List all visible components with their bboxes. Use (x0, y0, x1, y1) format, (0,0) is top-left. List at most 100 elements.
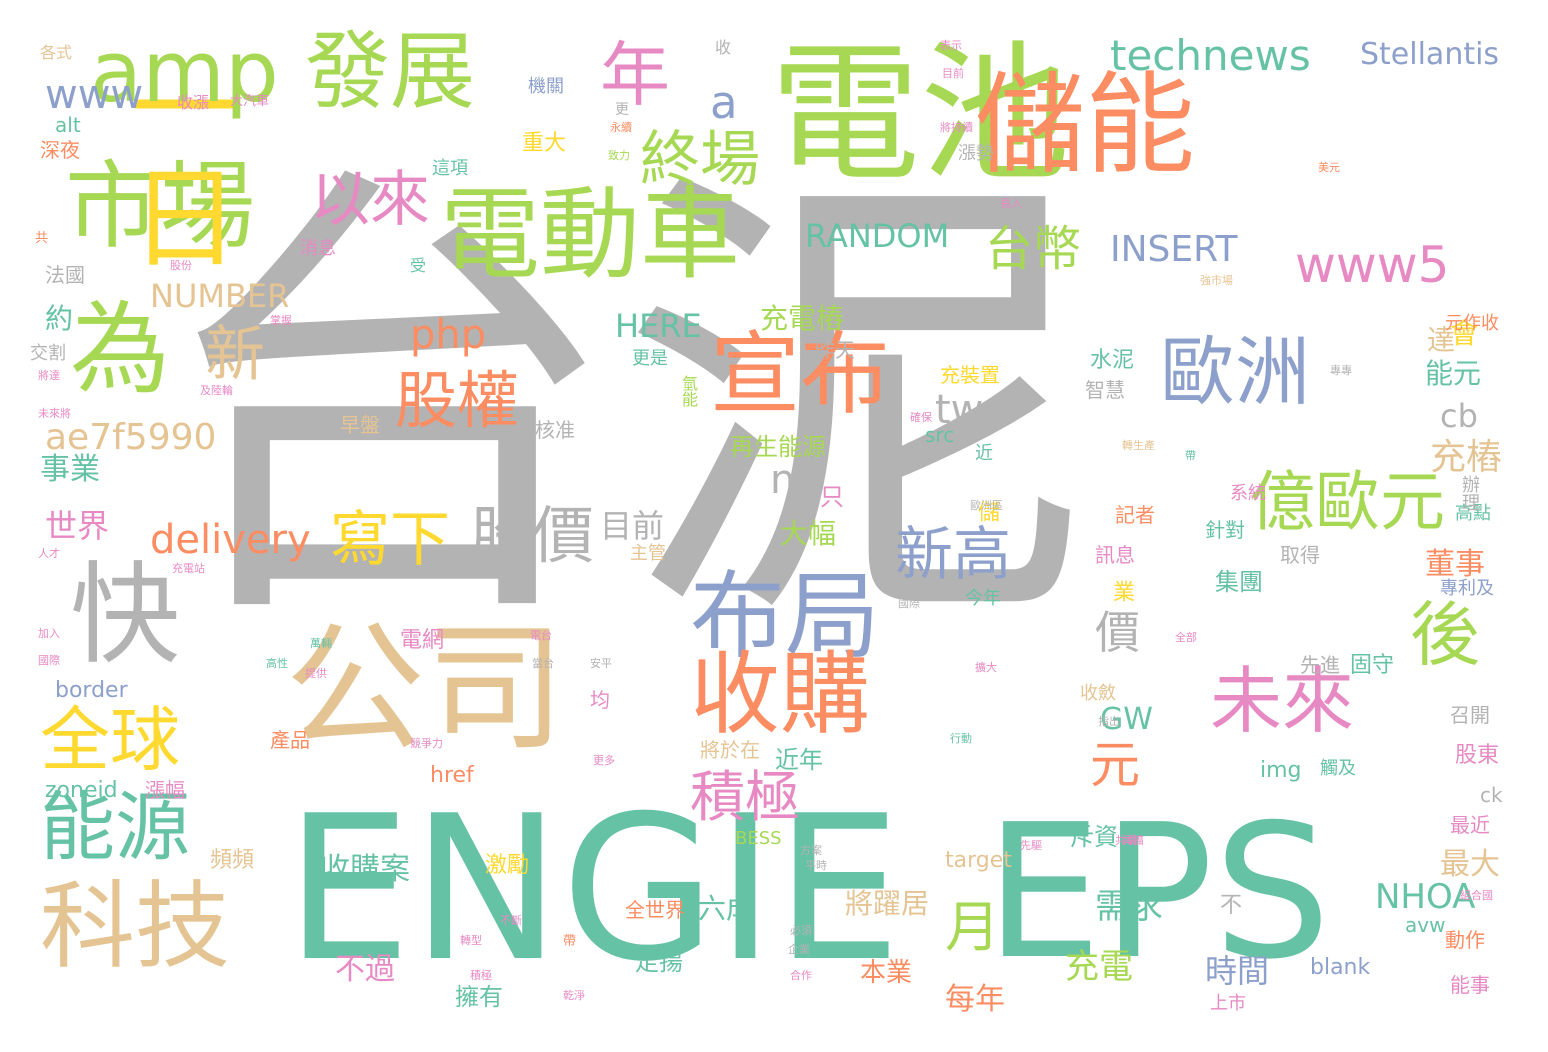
cloud-word: 全部 (1175, 631, 1197, 644)
cloud-word: 法國 (45, 263, 85, 287)
cloud-word: 最大 (1440, 847, 1500, 882)
cloud-word: 漲勢 (958, 143, 994, 164)
cloud-word: 轉型 (460, 934, 482, 947)
cloud-word: 公司 (285, 608, 566, 771)
cloud-word: ae7f5990 (45, 417, 217, 458)
cloud-word: 台泥 (150, 131, 1090, 678)
cloud-word: 能事 (1450, 973, 1490, 997)
cloud-word: alt (55, 113, 81, 137)
cloud-word: 將躍居 (845, 887, 930, 920)
cloud-word: 致力 (608, 149, 630, 162)
cloud-word: delivery (150, 517, 311, 563)
cloud-word: 重大 (522, 131, 567, 156)
cloud-word: 集團 (1215, 568, 1263, 596)
cloud-word: 激勵 (485, 853, 530, 878)
cloud-word: 充電樁 (760, 302, 845, 335)
cloud-word: 未來 (1210, 659, 1355, 743)
cloud-word: 月 (945, 895, 1001, 959)
cloud-word: avw (1405, 913, 1446, 937)
cloud-word: 未來將 (38, 407, 71, 420)
cloud-word: tw (935, 387, 984, 433)
cloud-word: 元 (1090, 736, 1140, 794)
cloud-word: 電動車 (440, 176, 740, 293)
cloud-word: 機關 (528, 76, 564, 97)
cloud-word: 針對 (1205, 518, 1245, 542)
cloud-word: 均 (590, 688, 610, 712)
cloud-word: 更多 (593, 754, 615, 767)
cloud-word: 上市 (1210, 993, 1246, 1014)
cloud-word: 歐洲 (1160, 328, 1311, 416)
cloud-word: 新 (205, 320, 265, 390)
cloud-word: 平時 (805, 859, 827, 872)
cloud-word: href (430, 763, 474, 788)
cloud-word: 頻頻 (210, 848, 255, 873)
cloud-word: 國際 (898, 597, 920, 610)
cloud-word: 各式 (40, 43, 73, 62)
cloud-word: 價 (1095, 606, 1141, 659)
cloud-word: 更是 (632, 348, 668, 369)
cloud-word: 近年 (775, 746, 823, 774)
cloud-word: 大汽車 (230, 94, 270, 109)
cloud-word: 充電 (1065, 947, 1133, 987)
cloud-word: NHOA (1375, 877, 1476, 917)
cloud-word: 本業 (860, 958, 913, 988)
cloud-word: 終場 (640, 125, 760, 195)
cloud-word: 不過 (335, 952, 395, 987)
cloud-word: 確保 (910, 411, 932, 424)
cloud-word: 宣布 (710, 322, 890, 427)
cloud-word: INSERT (1110, 229, 1238, 270)
cloud-word: 人才 (38, 547, 60, 560)
cloud-word: a (710, 76, 738, 129)
cloud-word: 帶 (1185, 449, 1196, 462)
cloud-word: 永續 (610, 121, 632, 134)
cloud-word: 世界 (45, 507, 110, 545)
cloud-word: 市場 (65, 152, 256, 262)
cloud-word: 六成 (698, 892, 755, 925)
cloud-word: 企業 (788, 943, 810, 956)
cloud-word: 只 (820, 483, 844, 511)
cloud-word: 擁有 (455, 983, 503, 1011)
cloud-word: 交割 (30, 343, 66, 364)
cloud-word: 能元 (1425, 357, 1482, 390)
cloud-word: zoneid (45, 778, 118, 803)
cloud-word: www5 (1295, 236, 1450, 294)
cloud-word: 產品 (270, 728, 310, 752)
cloud-word: 將於在 (700, 738, 760, 762)
cloud-word: technews (1110, 31, 1311, 80)
cloud-word: 將持續 (940, 121, 973, 134)
cloud-word: 安平 (590, 657, 612, 670)
cloud-word: 全世界 (625, 898, 685, 922)
cloud-word: 股東 (1455, 743, 1500, 768)
cloud-word: 收漲 (177, 93, 210, 112)
cloud-word: 寫下 (330, 505, 450, 575)
cloud-word: 充裝置 (940, 363, 1000, 387)
cloud-word: 將達 (38, 369, 60, 382)
cloud-word: 為 (70, 291, 170, 408)
cloud-word: 積極 (690, 765, 801, 829)
cloud-word: 漲幅 (145, 778, 185, 802)
cloud-word: ck (1480, 783, 1503, 807)
cloud-word: 達 (1423, 325, 1456, 353)
cloud-word: 收 (715, 38, 732, 57)
cloud-word: 高點 (1455, 503, 1491, 524)
cloud-word: BESS (735, 828, 782, 849)
cloud-word: 收購 (690, 642, 870, 747)
cloud-word: blank (1310, 955, 1371, 980)
cloud-word: 斥資 (1070, 823, 1118, 851)
cloud-word: 帶 (563, 934, 577, 949)
cloud-word: RANDOM (805, 217, 950, 255)
cloud-word: 長入 (1000, 197, 1022, 210)
cloud-word: 轉生產 (1122, 439, 1155, 452)
cloud-word: 水泥 (1090, 348, 1135, 373)
cloud-word: EPS (985, 784, 1331, 1000)
cloud-word: 最近 (1450, 813, 1490, 837)
cloud-word: 布局 (690, 562, 881, 672)
cloud-word: 能源 (40, 783, 191, 871)
cloud-word: 具備 (1122, 834, 1144, 847)
cloud-word: 業 (1109, 580, 1134, 602)
cloud-word: 以來 (310, 165, 430, 235)
cloud-word: 台幣 (985, 221, 1082, 277)
cloud-word: 發展 (305, 23, 476, 122)
cloud-word: 這項 (432, 158, 468, 179)
cloud-word: 固守 (1350, 653, 1395, 678)
